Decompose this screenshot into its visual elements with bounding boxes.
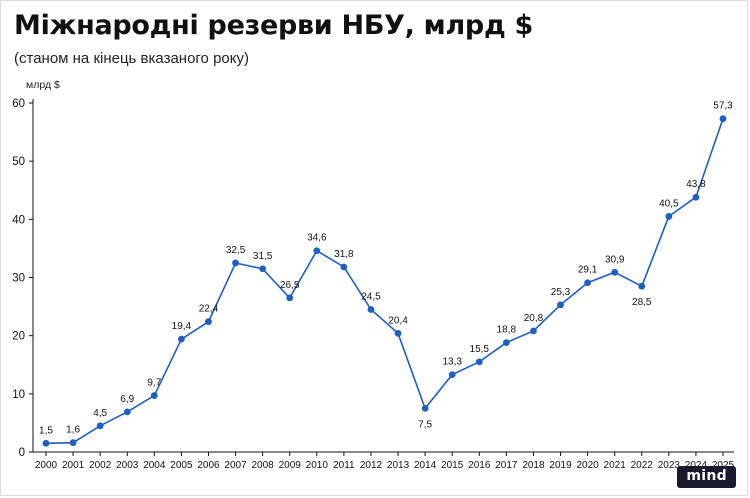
y-axis-unit-label: млрд $: [26, 79, 60, 91]
data-label: 20,8: [524, 313, 544, 324]
x-tick-label: 2020: [576, 460, 599, 471]
data-label: 19,4: [172, 321, 192, 332]
data-point: [719, 115, 727, 123]
y-tick-label: 60: [12, 98, 25, 110]
data-label: 43,8: [686, 179, 706, 190]
data-labels: 1,5 1,6 4,5 6,9 9,7 19,4 22,4 32,5 31,5 26,5 34,6 3…: [39, 101, 733, 437]
x-tick-label: 2023: [658, 460, 681, 471]
data-label: 31,8: [334, 249, 354, 260]
x-tick-label: 2014: [414, 460, 437, 471]
x-tick-label: 2006: [197, 460, 220, 471]
data-label: 40,5: [659, 198, 679, 209]
data-label: 25,3: [551, 287, 571, 298]
data-label: 1,5: [39, 425, 53, 436]
x-tick-label: 2008: [252, 460, 275, 471]
x-tick-label: 2009: [279, 460, 302, 471]
data-label: 34,6: [307, 233, 327, 244]
data-label: 9,7: [147, 378, 161, 389]
x-tick-label: 2018: [522, 460, 545, 471]
series-line: [45, 118, 724, 445]
data-point: [394, 329, 402, 337]
data-label: 29,1: [578, 265, 598, 276]
data-point: [557, 301, 564, 309]
data-point: [42, 439, 50, 447]
y-tick-label: 30: [12, 273, 25, 285]
data-label: 32,5: [226, 245, 246, 256]
data-point: [475, 358, 483, 366]
data-label: 57,3: [713, 101, 733, 112]
data-point: [150, 392, 158, 399]
data-point: [123, 408, 131, 416]
data-label: 6,9: [120, 394, 134, 405]
x-tick-labels: 2000 2001 2002 2003 2004 2005 2006 2007 2008 2009…: [35, 460, 735, 471]
x-tick-label: 2007: [224, 460, 247, 471]
y-tick-label: 0: [19, 447, 25, 459]
mind-logo: mind: [677, 466, 736, 488]
data-label: 22,4: [199, 304, 219, 315]
x-tick-label: 2004: [143, 460, 166, 471]
y-tick-label: 50: [12, 156, 25, 168]
data-point: [232, 259, 239, 267]
x-tick-label: 2025: [712, 460, 735, 471]
y-tick-labels: 0 10 20 30 40 50 60: [12, 98, 25, 459]
data-point: [313, 247, 321, 255]
data-points: [42, 115, 727, 447]
x-tick-label: 2001: [62, 460, 85, 471]
data-point: [584, 279, 591, 287]
x-tick-label: 2017: [495, 460, 518, 471]
data-label: 15,5: [470, 344, 490, 355]
x-tick-label: 2024: [685, 460, 708, 471]
x-tick-label: 2016: [468, 460, 491, 471]
data-label: 28,5: [632, 297, 652, 308]
y-tick-label: 10: [12, 389, 25, 401]
data-point: [205, 318, 212, 326]
data-point: [286, 294, 294, 302]
data-point: [340, 263, 348, 271]
data-point: [367, 306, 375, 313]
x-tick-label: 2015: [441, 460, 464, 471]
chart-subtitle: (станом на кінець вказаного року): [14, 50, 249, 67]
x-tick-label: 2013: [387, 460, 410, 471]
data-label: 24,5: [361, 291, 381, 302]
data-point: [502, 339, 510, 347]
x-tick-label: 2003: [116, 460, 139, 471]
data-point: [448, 371, 456, 379]
data-label: 20,4: [388, 315, 408, 326]
data-label: 26,5: [280, 280, 300, 291]
x-tick-label: 2022: [631, 460, 654, 471]
x-tick-label: 2010: [306, 460, 329, 471]
x-tick-label: 2012: [360, 460, 383, 471]
data-point: [692, 193, 700, 201]
x-tick-label: 2000: [35, 460, 58, 471]
x-tick-label: 2021: [604, 460, 627, 471]
data-label: 13,3: [442, 357, 462, 368]
data-point: [259, 265, 267, 273]
data-point: [178, 335, 185, 343]
x-tick-label: 2011: [333, 460, 355, 471]
axes: [29, 99, 734, 456]
data-point: [611, 268, 619, 276]
y-tick-label: 20: [12, 331, 25, 343]
data-point: [530, 327, 537, 335]
x-tick-label: 2019: [549, 460, 572, 471]
data-label: 1,6: [66, 425, 80, 436]
y-tick-label: 40: [12, 214, 25, 226]
chart-title: Міжнародні резерви НБУ, млрд $: [14, 10, 534, 41]
data-label: 7,5: [418, 419, 432, 430]
x-tick-label: 2002: [89, 460, 112, 471]
data-label: 4,5: [93, 408, 107, 419]
x-tick-label: 2005: [170, 460, 193, 471]
data-point: [665, 213, 673, 220]
data-label: 18,8: [497, 325, 517, 336]
data-point: [69, 439, 77, 447]
data-point: [96, 422, 104, 430]
data-label: 30,9: [605, 254, 625, 265]
data-point: [421, 404, 429, 412]
data-point: [638, 282, 646, 290]
data-label: 31,5: [253, 251, 273, 262]
